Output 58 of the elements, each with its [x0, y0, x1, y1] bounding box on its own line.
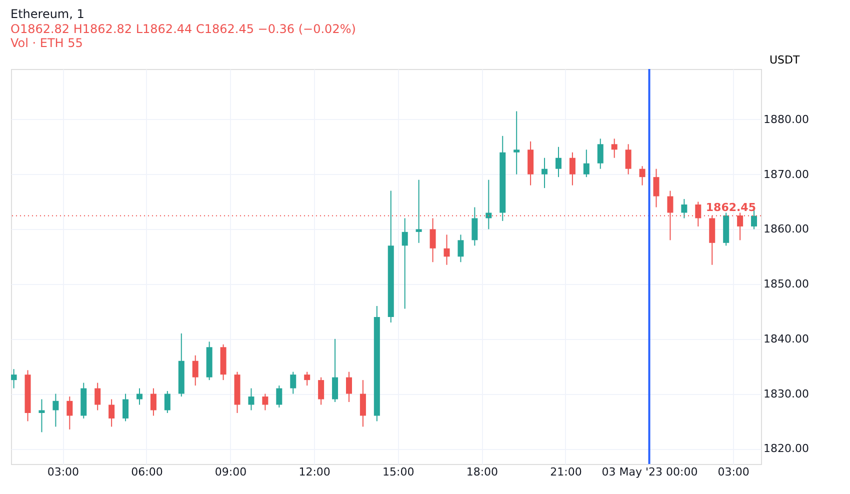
- candlestick: [402, 218, 408, 310]
- y-axis-title: USDT: [770, 54, 800, 66]
- candlestick: [332, 338, 338, 403]
- x-tick-label: 21:00: [550, 466, 582, 478]
- candlestick: [611, 138, 618, 158]
- candlestick: [262, 393, 268, 411]
- candlestick: [52, 393, 59, 428]
- candlestick: [150, 388, 156, 416]
- candlestick: [625, 144, 632, 175]
- candlestick: [304, 371, 310, 386]
- candlestick: [318, 376, 324, 406]
- x-tick-label: 03:00: [47, 466, 80, 478]
- y-tick-label: 1870.00: [764, 168, 809, 181]
- x-tick-label: 03 May '23 00:00: [602, 466, 698, 478]
- candlestick: [94, 382, 101, 411]
- candlestick: [444, 234, 450, 266]
- candlestick: [569, 152, 576, 186]
- candlestick: [38, 398, 45, 433]
- y-tick-label: 1840.00: [764, 332, 809, 346]
- y-tick-label: 1850.00: [764, 278, 809, 291]
- y-tick-label: 1820.00: [764, 442, 809, 456]
- y-tick-label: 1830.00: [764, 387, 809, 400]
- x-tick-label: 12:00: [298, 466, 330, 478]
- candlestick: [486, 179, 492, 230]
- x-tick-label: 03:00: [718, 466, 750, 478]
- candlestick: [458, 234, 464, 263]
- candlestick: [346, 371, 352, 403]
- candlestick: [164, 390, 170, 414]
- x-tick-label: 18:00: [466, 466, 498, 478]
- candlestick: [108, 398, 115, 428]
- chart-title: Ethereum, 1: [10, 7, 84, 21]
- candlestick: [360, 380, 366, 428]
- x-tick-label: 06:00: [131, 466, 163, 478]
- candlestick: [555, 146, 562, 178]
- candlestick: [542, 157, 548, 189]
- candlestick: [66, 396, 73, 430]
- candlestick: [136, 388, 142, 406]
- candlestick: [514, 110, 520, 175]
- candlestick: [290, 371, 296, 394]
- candlestick: [639, 166, 646, 186]
- candlestick: [583, 149, 590, 178]
- x-tick-label: 15:00: [382, 466, 414, 478]
- candlestick: [122, 393, 129, 422]
- chart-subtitle: O1862.82 H1862.82 L1862.44 C1862.45 −0.36 (−0.02%): [10, 22, 356, 36]
- candlestick: [472, 206, 478, 246]
- candlestick: [681, 198, 688, 219]
- ref-line-label: 1862.45: [706, 200, 756, 214]
- candlestick: [597, 138, 604, 170]
- candlestick: [653, 168, 660, 208]
- candlestick: [416, 179, 422, 244]
- y-tick-label: 1880.00: [764, 112, 809, 126]
- candlestick: [248, 388, 254, 411]
- candlestick: [276, 385, 282, 408]
- candlestick: [192, 354, 198, 386]
- text: Vol · ETH 55: [10, 36, 83, 50]
- y-tick-label: 1860.00: [764, 222, 809, 236]
- candlestick: [11, 368, 17, 389]
- x-tick-label: 09:00: [214, 466, 247, 478]
